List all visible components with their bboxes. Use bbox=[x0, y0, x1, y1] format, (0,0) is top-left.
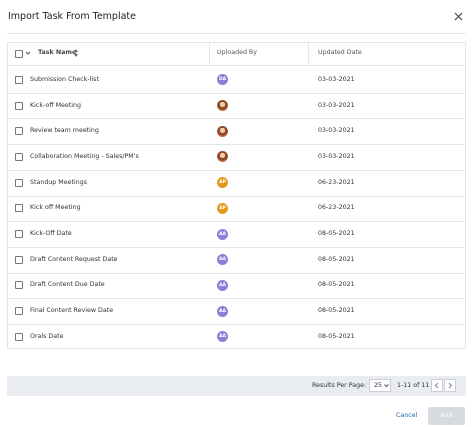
row-checkbox[interactable] bbox=[15, 204, 23, 213]
task-name: Draft Content Request Date bbox=[30, 255, 118, 263]
updated-date: 08-05-2021 bbox=[318, 230, 355, 238]
select-menu[interactable] bbox=[25, 50, 31, 56]
task-name: Standup Meetings bbox=[30, 178, 87, 186]
row-divider bbox=[7, 195, 466, 197]
row-checkbox[interactable] bbox=[15, 332, 23, 341]
task-name: Collaboration Meeting - Sales/PM's bbox=[30, 152, 139, 160]
updated-date: 03-03-2021 bbox=[318, 101, 355, 109]
page-range: 1-11 of 11 bbox=[397, 382, 430, 389]
task-name: Orals Date bbox=[30, 332, 64, 340]
row-divider bbox=[7, 92, 466, 94]
per-page-value: 25 bbox=[374, 382, 383, 389]
row-checkbox[interactable] bbox=[15, 127, 23, 136]
task-name: Submission Check-list bbox=[30, 75, 99, 83]
avatar: AA bbox=[217, 279, 228, 291]
avatar: AA bbox=[217, 228, 228, 240]
task-name: Review team meeting bbox=[30, 127, 99, 135]
avatar-photo bbox=[217, 125, 228, 137]
column-header: Uploaded By bbox=[217, 49, 257, 56]
updated-date: 06-23-2021 bbox=[318, 178, 355, 186]
row-checkbox[interactable] bbox=[15, 281, 23, 290]
updated-date: 06-23-2021 bbox=[318, 204, 355, 212]
updated-date: 08-05-2021 bbox=[318, 255, 355, 263]
avatar: DA bbox=[217, 74, 228, 86]
modal-title: Import Task From Template bbox=[8, 11, 136, 22]
updated-date: 03-03-2021 bbox=[318, 152, 355, 160]
avatar: AP bbox=[217, 177, 228, 189]
row-checkbox[interactable] bbox=[15, 255, 23, 264]
avatar-photo bbox=[217, 100, 228, 112]
avatar: AA bbox=[217, 305, 228, 317]
dropdown-icon bbox=[384, 384, 389, 388]
sort-icon[interactable] bbox=[73, 48, 79, 58]
cancel-button[interactable]: Cancel bbox=[396, 412, 418, 419]
row-divider bbox=[7, 144, 466, 146]
per-page-label: Results Per Page: bbox=[312, 382, 367, 389]
updated-date: 08-05-2021 bbox=[318, 281, 355, 289]
close-button[interactable] bbox=[454, 12, 463, 21]
row-checkbox[interactable] bbox=[15, 307, 23, 316]
updated-date: 03-03-2021 bbox=[318, 127, 355, 135]
column-separator bbox=[308, 43, 309, 65]
row-checkbox[interactable] bbox=[15, 178, 23, 187]
avatar: AA bbox=[217, 331, 228, 343]
avatar-photo bbox=[217, 151, 228, 163]
task-name: Kick-off Meeting bbox=[30, 101, 81, 109]
row-divider bbox=[7, 324, 466, 325]
column-header[interactable]: Task Name bbox=[38, 49, 77, 56]
row-divider bbox=[7, 272, 466, 274]
task-name: Draft Content Due Date bbox=[30, 281, 105, 289]
row-checkbox[interactable] bbox=[15, 152, 23, 161]
row-divider bbox=[7, 298, 466, 300]
row-divider bbox=[7, 221, 466, 223]
pagination-bar bbox=[7, 376, 466, 396]
page-nav[interactable] bbox=[431, 379, 457, 392]
divider bbox=[7, 33, 466, 34]
avatar: AP bbox=[217, 202, 228, 214]
row-checkbox[interactable] bbox=[15, 75, 23, 84]
task-name: Final Content Review Date bbox=[30, 307, 114, 315]
task-name: Kick-Off Date bbox=[30, 230, 72, 238]
updated-date: 08-05-2021 bbox=[318, 332, 355, 340]
add-button[interactable]: Add bbox=[428, 407, 465, 425]
column-header: Updated Date bbox=[318, 49, 362, 56]
row-divider bbox=[7, 169, 466, 171]
row-checkbox[interactable] bbox=[15, 101, 23, 110]
row-divider bbox=[7, 246, 466, 248]
header-divider bbox=[7, 65, 466, 66]
avatar: AA bbox=[217, 254, 228, 266]
row-checkbox[interactable] bbox=[15, 230, 23, 239]
updated-date: 08-05-2021 bbox=[318, 307, 355, 315]
updated-date: 03-03-2021 bbox=[318, 75, 355, 83]
per-page-select[interactable]: 25 bbox=[369, 379, 391, 392]
column-separator bbox=[209, 43, 210, 65]
select-all-checkbox[interactable] bbox=[15, 50, 23, 58]
row-divider bbox=[7, 118, 466, 120]
task-name: Kick off Meeting bbox=[30, 204, 81, 212]
